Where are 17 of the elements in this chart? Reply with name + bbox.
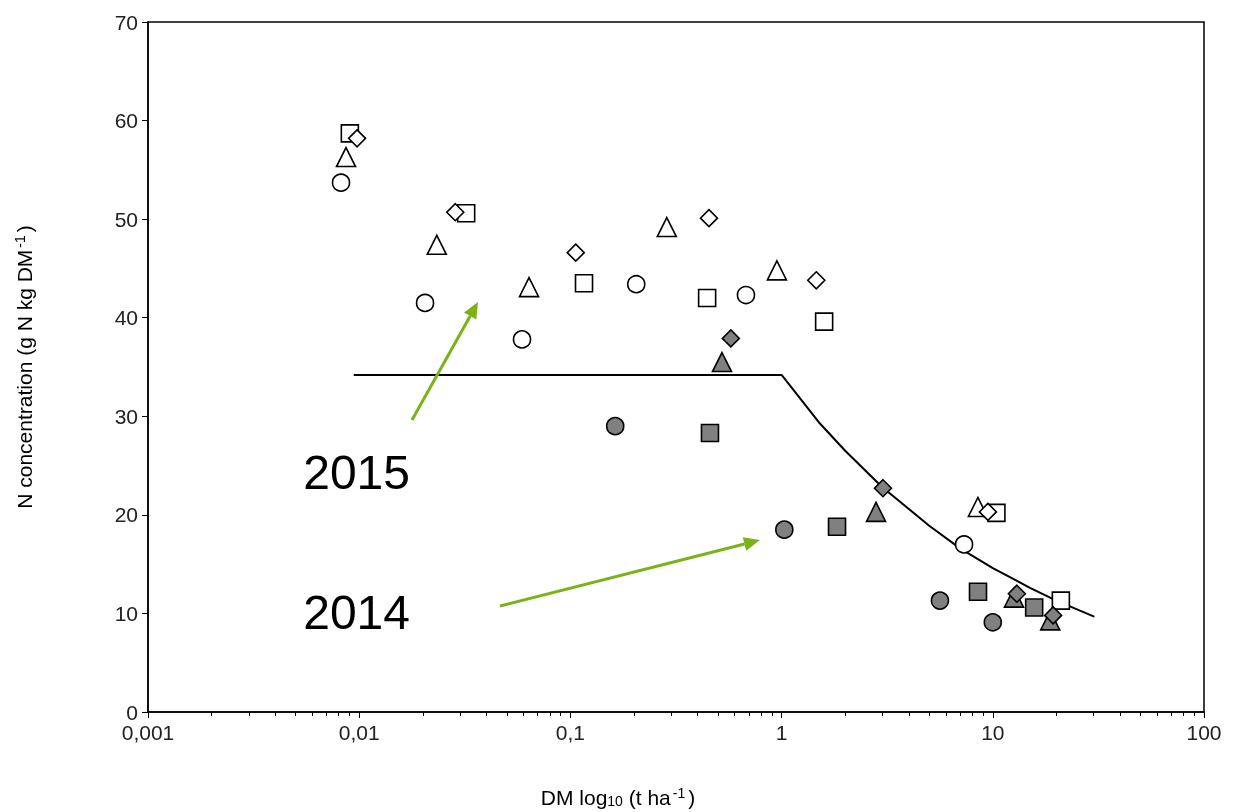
y-tick-label: 60 xyxy=(114,109,138,133)
y-axis-title: N concentration (g N kg DM-1) xyxy=(12,225,36,509)
x-tick-label: 1 xyxy=(775,721,788,744)
annotation: 2015 xyxy=(303,445,410,499)
y-tick-label: 10 xyxy=(114,601,138,625)
y-tick-label: 20 xyxy=(114,503,138,527)
y-tick-label: 70 xyxy=(114,10,138,34)
x-tick-label: 0,01 xyxy=(338,721,380,744)
x-tick-label: 0,001 xyxy=(121,721,175,744)
annotation: 2014 xyxy=(303,585,410,639)
y-tick-label: 30 xyxy=(114,404,138,428)
x-tick-label: 10 xyxy=(981,721,1005,744)
y-tick-label: 0 xyxy=(126,700,138,724)
y-tick-label: 40 xyxy=(114,306,138,330)
x-tick-label: 0,1 xyxy=(555,721,585,744)
y-tick-label: 50 xyxy=(114,207,138,231)
x-tick-label: 100 xyxy=(1186,721,1222,744)
